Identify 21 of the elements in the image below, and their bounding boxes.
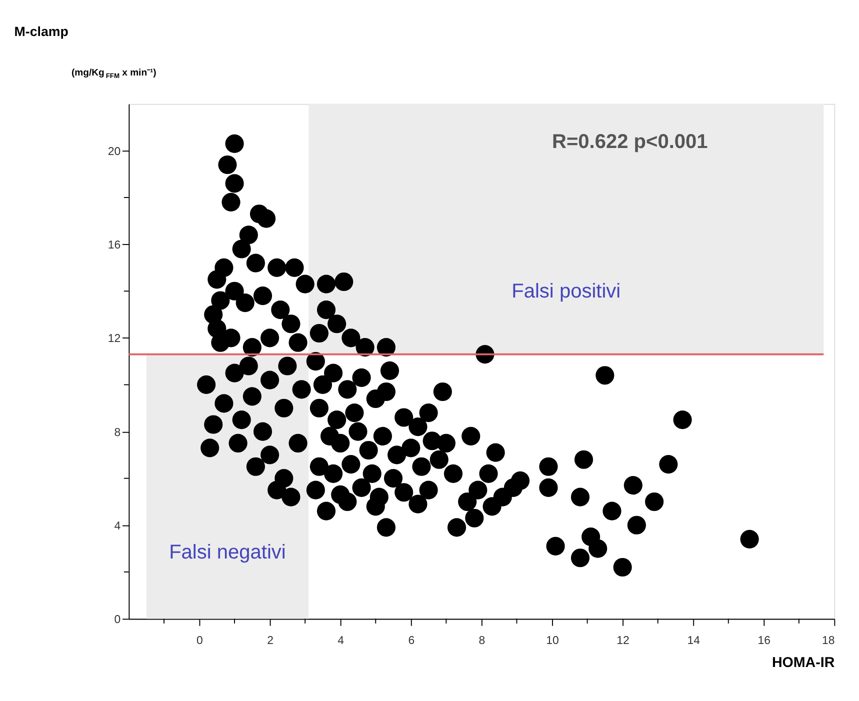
band-label: Falsi negativi: [169, 541, 286, 564]
x-tick-label: 14: [687, 635, 701, 648]
x-tick-label: 12: [616, 635, 630, 648]
y-tick-label: 16: [108, 240, 121, 252]
x-tick-label: 6: [408, 635, 415, 648]
x-tick-label: 2: [267, 635, 274, 648]
y-tick-label: 20: [108, 146, 121, 158]
x-tick-label: 8: [478, 635, 486, 648]
x-tick-label: 4: [338, 635, 345, 648]
x-tick-label: 18: [822, 635, 835, 648]
chart-title: M-clamp: [14, 24, 68, 40]
x-axis-title: HOMA-IR: [772, 654, 836, 671]
annotation: R=0.622 p<0.001: [552, 130, 708, 153]
x-tick-label: 16: [758, 635, 771, 648]
x-tick-label: 0: [196, 635, 203, 648]
y-tick-label: 8: [114, 426, 121, 439]
y-tick-label: 4: [114, 520, 122, 532]
y-tick-label: 0: [114, 614, 121, 626]
band-label: Falsi positivi: [512, 280, 621, 302]
y-tick-label: 12: [108, 333, 121, 346]
x-tick-label: 10: [546, 635, 559, 648]
